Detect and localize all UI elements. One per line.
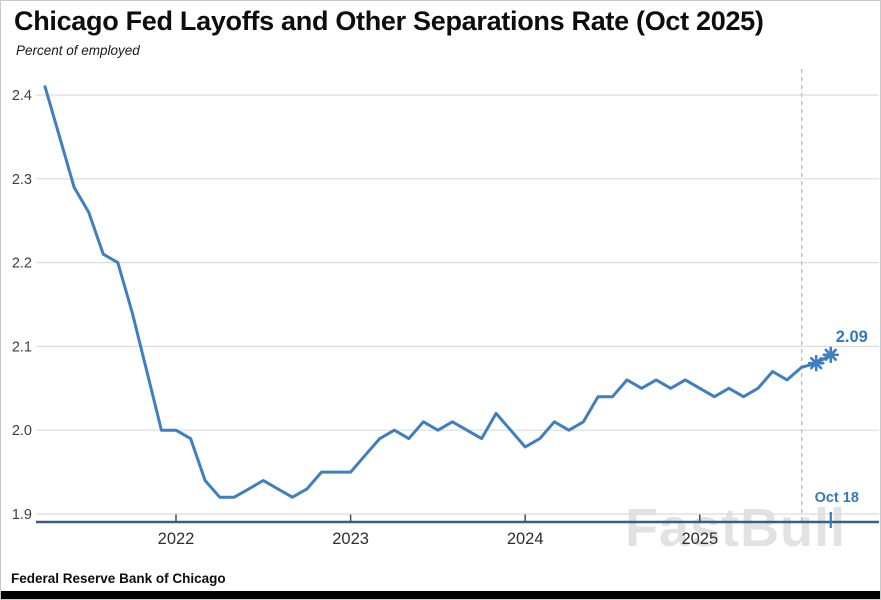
y-axis-label: 2.2 xyxy=(12,256,32,272)
x-axis-label: 2023 xyxy=(332,530,369,548)
bottom-bar xyxy=(1,591,880,599)
source-attribution: Federal Reserve Bank of Chicago xyxy=(11,571,226,586)
star-spoke xyxy=(809,356,823,370)
separations-rate-line xyxy=(43,85,833,499)
nowcast-star-marker xyxy=(822,346,840,364)
latest-value-annotation: 2.09 xyxy=(836,328,868,346)
chart-title: Chicago Fed Layoffs and Other Separation… xyxy=(14,6,764,36)
y-axis-label: 1.9 xyxy=(12,507,32,523)
latest-date-annotation: Oct 18 xyxy=(815,490,859,506)
x-axis-label: 2025 xyxy=(681,530,718,548)
y-axis-label: 2.1 xyxy=(12,339,32,355)
star-spoke xyxy=(824,348,837,362)
chart-subtitle: Percent of employed xyxy=(16,43,140,58)
x-axis-label: 2022 xyxy=(158,530,195,548)
y-axis-label: 2.3 xyxy=(12,172,32,188)
x-axis-label: 2024 xyxy=(507,530,544,548)
nowcast-star-marker xyxy=(807,354,825,372)
y-axis-label: 2.4 xyxy=(12,88,32,104)
y-axis-label: 2.0 xyxy=(12,423,32,439)
